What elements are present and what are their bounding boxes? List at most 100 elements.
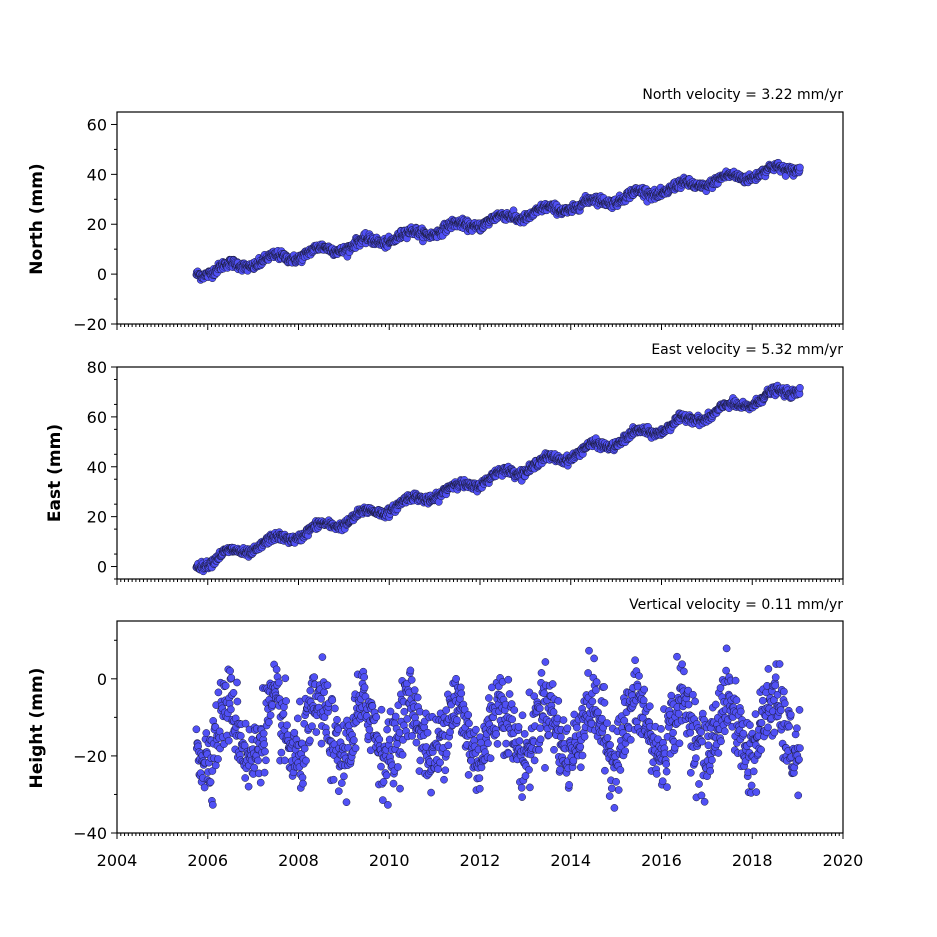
- height-data-point: [206, 778, 215, 786]
- height-data-point: [700, 797, 709, 806]
- height-data-point: [698, 737, 706, 746]
- height-data-point: [621, 747, 630, 755]
- north-y-tick-label: 0: [97, 265, 107, 284]
- height-data-point: [722, 644, 731, 653]
- height-data-point: [475, 784, 484, 793]
- height-data-point: [259, 729, 268, 738]
- height-data-point: [698, 709, 707, 718]
- height-data-point: [606, 741, 614, 749]
- height-data-point: [208, 801, 217, 809]
- height-data-point: [472, 725, 480, 734]
- height-data-point: [720, 727, 729, 736]
- x-tick-label: 2010: [369, 851, 410, 870]
- height-data-point: [775, 660, 784, 668]
- height-data-point: [442, 749, 451, 758]
- height-data-point: [260, 768, 269, 777]
- height-data-point: [525, 765, 533, 774]
- height-data-point: [214, 688, 223, 697]
- north-panel: North velocity = 3.22 mm/yr North (mm) −…: [27, 87, 844, 334]
- height-data-point: [669, 728, 677, 737]
- height-data-point: [746, 721, 754, 729]
- height-data-point: [639, 696, 648, 705]
- height-data-point: [580, 732, 589, 741]
- height-data-point: [732, 696, 741, 705]
- height-data-point: [434, 765, 442, 773]
- height-data-point: [413, 693, 422, 702]
- height-data-point: [383, 725, 391, 734]
- height-data-point: [518, 711, 527, 720]
- height-data-point: [268, 701, 277, 709]
- height-data-point: [587, 719, 596, 728]
- x-tick-label: 2008: [278, 851, 319, 870]
- north-x-ticks: [116, 324, 844, 330]
- height-data-point: [535, 746, 543, 754]
- height-data-point: [526, 783, 534, 792]
- height-data-point: [795, 706, 804, 714]
- height-data-point: [233, 697, 242, 706]
- east-scatter-points: [192, 381, 804, 576]
- height-data-point: [406, 666, 415, 675]
- height-data-point: [514, 723, 523, 731]
- height-data-point: [260, 740, 268, 749]
- east-panel-title: East velocity = 5.32 mm/yr: [651, 342, 843, 358]
- east-y-ticks: 0 20 40 60 80: [87, 358, 117, 580]
- height-data-point: [323, 681, 332, 690]
- height-data-point: [300, 744, 309, 753]
- height-data-point: [711, 700, 720, 709]
- height-data-point: [384, 801, 392, 809]
- height-data-point: [508, 715, 517, 724]
- height-data-point: [385, 735, 394, 744]
- height-data-point: [635, 672, 643, 680]
- height-data-point: [227, 705, 235, 714]
- x-tick-label: 2016: [641, 851, 682, 870]
- height-data-point: [192, 725, 201, 734]
- height-data-point: [400, 707, 409, 716]
- east-x-ticks: [116, 579, 844, 585]
- height-data-point: [493, 740, 502, 748]
- east-y-axis-label: East (mm): [45, 424, 65, 522]
- height-data-point: [391, 712, 400, 721]
- height-data-point: [708, 756, 716, 764]
- height-data-point: [224, 736, 233, 745]
- height-data-point: [440, 775, 448, 784]
- height-data-point: [312, 728, 321, 736]
- height-data-point: [678, 660, 686, 669]
- height-data-point: [557, 733, 565, 741]
- height-data-point: [764, 723, 772, 732]
- east-y-tick-label: 80: [87, 358, 107, 377]
- height-panel: Vertical velocity = 0.11 mm/yr Height (m…: [27, 597, 863, 870]
- height-data-point: [410, 686, 419, 694]
- height-data-point: [283, 721, 291, 730]
- north-y-tick-label: 60: [87, 115, 107, 134]
- height-data-point: [689, 690, 697, 699]
- height-data-point: [299, 779, 307, 788]
- height-data-point: [565, 781, 573, 789]
- height-data-point: [559, 716, 568, 724]
- height-data-point: [342, 798, 351, 807]
- height-data-point: [731, 676, 740, 685]
- height-data-point: [412, 738, 421, 747]
- east-y-tick-label: 20: [87, 508, 107, 527]
- height-data-point: [780, 687, 788, 696]
- height-data-point: [692, 754, 700, 763]
- height-data-point: [320, 688, 328, 697]
- height-data-point: [360, 683, 369, 692]
- height-data-point: [757, 718, 766, 727]
- height-data-point: [331, 704, 339, 713]
- north-scatter-points: [192, 158, 804, 284]
- height-data-point: [795, 755, 803, 764]
- height-scatter-points: [192, 644, 804, 812]
- height-data-point: [465, 719, 473, 728]
- height-data-point: [548, 680, 557, 688]
- north-y-axis-label: North (mm): [27, 163, 47, 274]
- height-data-point: [616, 766, 625, 774]
- height-data-point: [771, 681, 780, 690]
- height-data-point: [785, 722, 793, 731]
- height-data-point: [360, 673, 369, 681]
- north-panel-title: North velocity = 3.22 mm/yr: [642, 87, 843, 103]
- height-data-point: [250, 763, 259, 772]
- height-data-point: [281, 674, 290, 683]
- height-data-point: [221, 681, 230, 690]
- height-y-tick-label: −40: [73, 824, 107, 843]
